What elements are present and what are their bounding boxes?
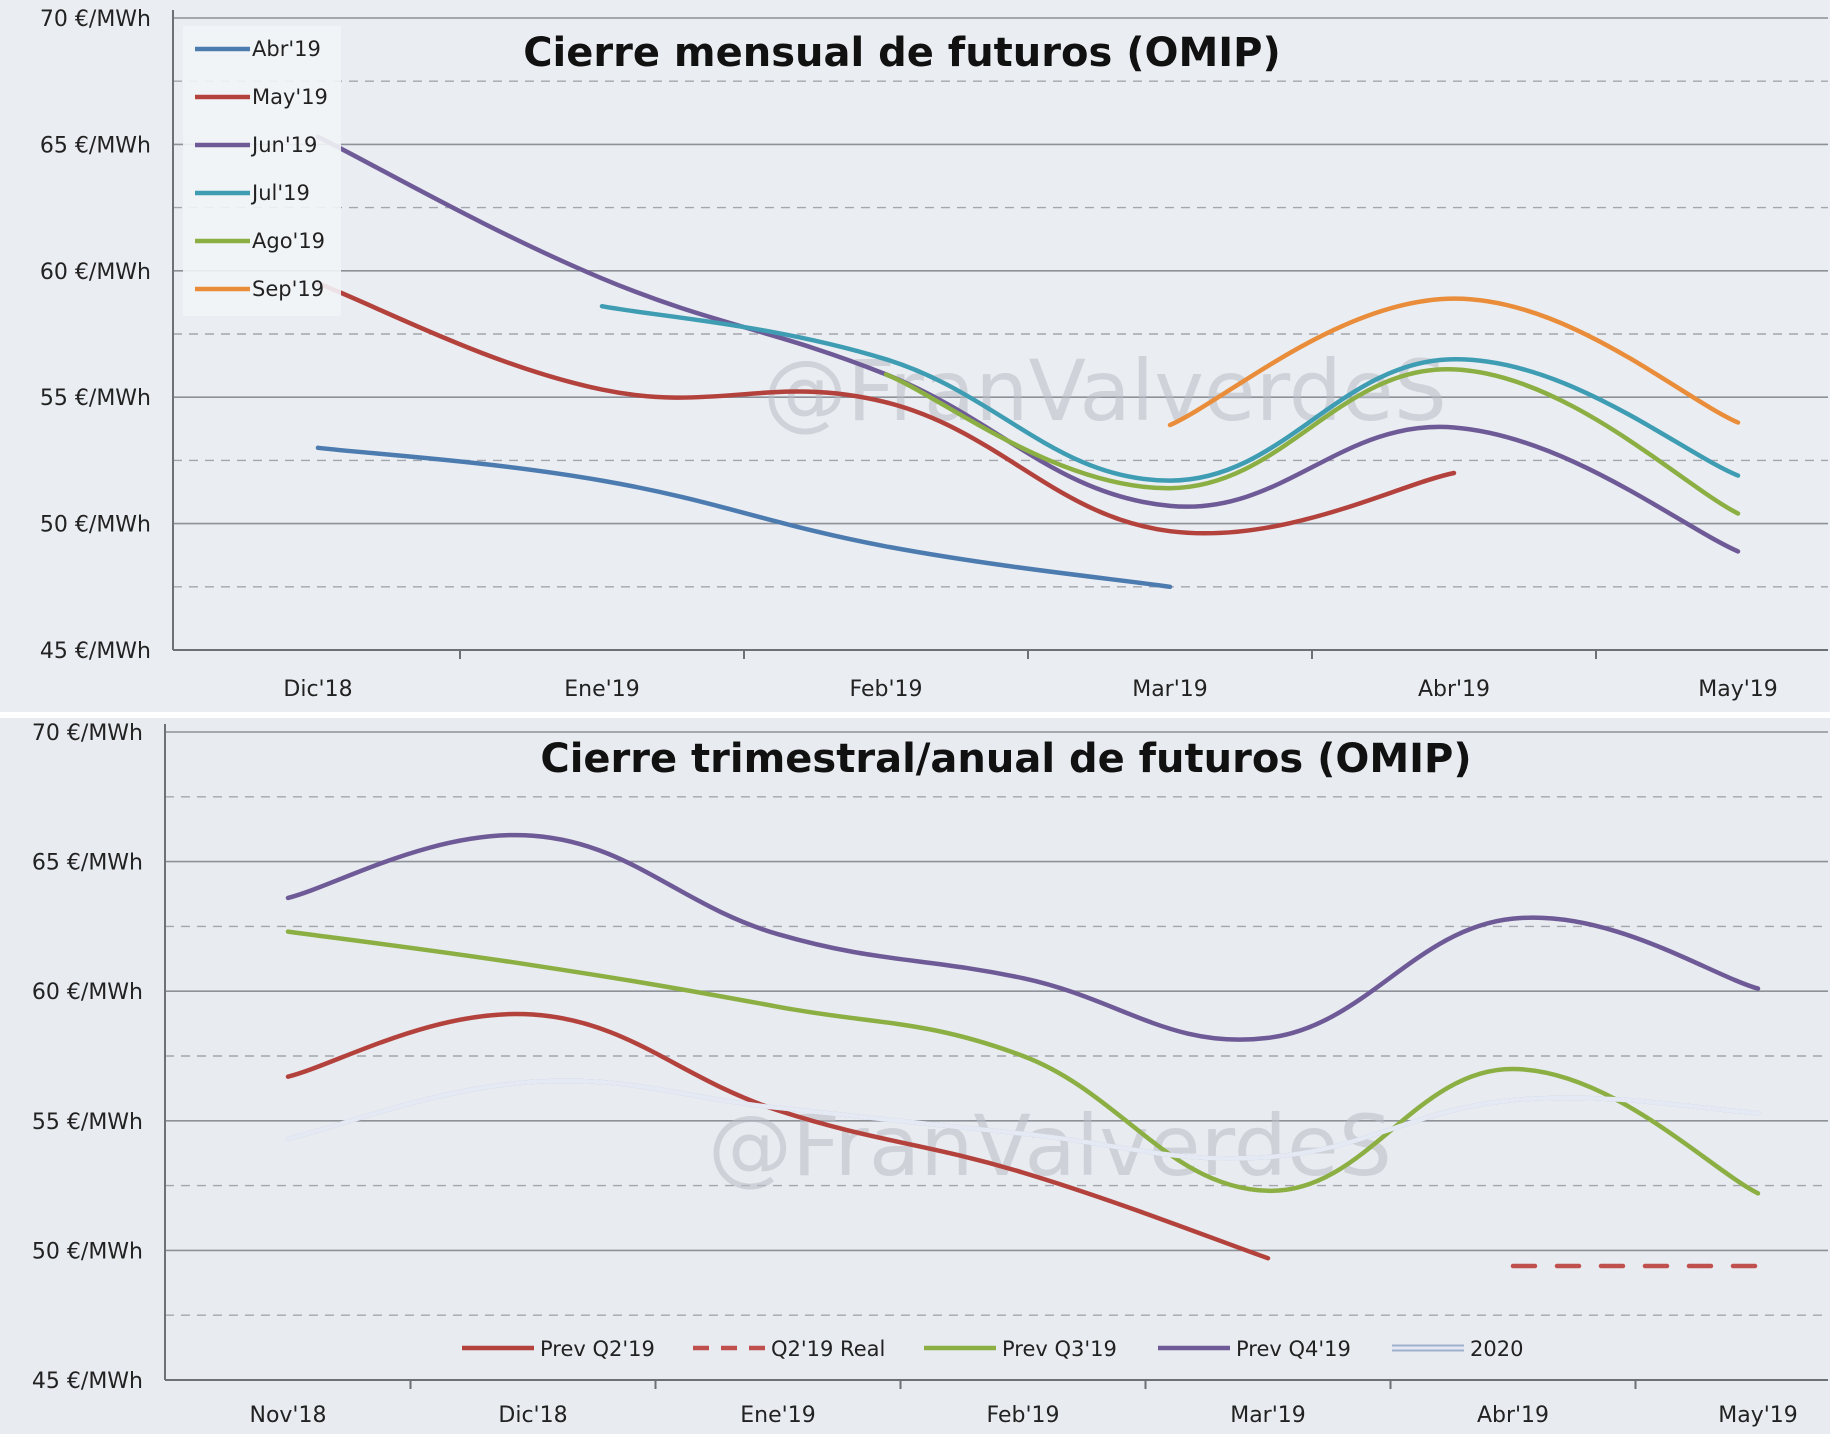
y-tick-label: 65 €/MWh xyxy=(40,133,151,158)
series-line-jul-19 xyxy=(599,303,1741,483)
legend-entry-label: May'19 xyxy=(252,85,328,109)
x-tick-label: Dic'18 xyxy=(283,677,352,702)
y-tick-label: 70 €/MWh xyxy=(32,721,143,746)
y-tick-label: 55 €/MWh xyxy=(40,386,151,411)
x-tick-label: Feb'19 xyxy=(987,1403,1060,1428)
x-tick-label: Dic'18 xyxy=(498,1403,567,1428)
series-line-abr-19 xyxy=(315,445,1173,590)
x-tick-label: Nov'18 xyxy=(250,1403,327,1428)
y-tick-label: 60 €/MWh xyxy=(32,980,143,1005)
series-line-sep-19 xyxy=(1167,296,1741,428)
chart-panel-1: 45 €/MWh 50 €/MWh 55 €/MWh 60 €/MWh 65 €/MWh… xyxy=(0,0,1830,714)
series-line-jun-19 xyxy=(315,134,1741,554)
series-line-prev-q3-19 xyxy=(285,929,1761,1196)
y-tick-label: 50 €/MWh xyxy=(40,513,151,538)
x-tick-label: Ene'19 xyxy=(564,677,639,702)
legend-entry-label: Ago'19 xyxy=(252,229,325,253)
y-tick-label: 45 €/MWh xyxy=(40,639,151,664)
legend-entry-label: Prev Q2'19 xyxy=(540,1337,655,1361)
y-tick-label: 65 €/MWh xyxy=(32,851,143,876)
legend-background xyxy=(183,26,341,316)
legend-entry-label: Prev Q4'19 xyxy=(1236,1337,1351,1361)
legend-entry-label: Sep'19 xyxy=(252,277,324,301)
series-line-ago-19 xyxy=(883,367,1741,516)
watermark-text: @FranValverdeS xyxy=(763,342,1447,440)
y-tick-label: 70 €/MWh xyxy=(40,7,151,32)
x-tick-label: Mar'19 xyxy=(1132,677,1208,702)
chart-legend: Abr'19 May'19 Jun'19 Jul'19 Ago'19 Sep'19 xyxy=(183,26,341,316)
series-line-prev-q2-19 xyxy=(285,1011,1271,1261)
chart-title: Cierre mensual de futuros (OMIP) xyxy=(523,30,1281,76)
x-tick-label: Ene'19 xyxy=(740,1403,815,1428)
legend-entry-label: Abr'19 xyxy=(252,37,321,61)
x-tick-label: Mar'19 xyxy=(1230,1403,1306,1428)
legend-entry-label: Q2'19 Real xyxy=(771,1337,885,1361)
chart-panel-2: 45 €/MWh 50 €/MWh 55 €/MWh 60 €/MWh 65 €/MWh… xyxy=(0,718,1830,1434)
legend-entry-label: Jun'19 xyxy=(250,133,317,157)
y-tick-label: 45 €/MWh xyxy=(32,1369,143,1394)
panel-divider xyxy=(0,712,1830,718)
legend-entry-label: Prev Q3'19 xyxy=(1002,1337,1117,1361)
x-tick-label: Abr'19 xyxy=(1418,677,1490,702)
series-line-2020 xyxy=(285,1078,1761,1161)
x-tick-label: May'19 xyxy=(1718,1403,1798,1428)
x-tick-label: May'19 xyxy=(1698,677,1778,702)
x-tick-label: Feb'19 xyxy=(850,677,923,702)
series-line-prev-q4-19 xyxy=(285,832,1761,1042)
legend-entry-label: Jul'19 xyxy=(250,181,310,205)
y-tick-label: 60 €/MWh xyxy=(40,260,151,285)
y-tick-label: 50 €/MWh xyxy=(32,1239,143,1264)
series-line-may-19 xyxy=(315,281,1457,536)
chart-legend: Prev Q2'19 Q2'19 Real Prev Q3'19 Prev Q4'19… xyxy=(462,1337,1523,1361)
y-tick-label: 55 €/MWh xyxy=(32,1110,143,1135)
x-tick-label: Abr'19 xyxy=(1477,1403,1549,1428)
legend-entry-label: 2020 xyxy=(1470,1337,1523,1361)
chart-title: Cierre trimestral/anual de futuros (OMIP… xyxy=(540,736,1471,782)
